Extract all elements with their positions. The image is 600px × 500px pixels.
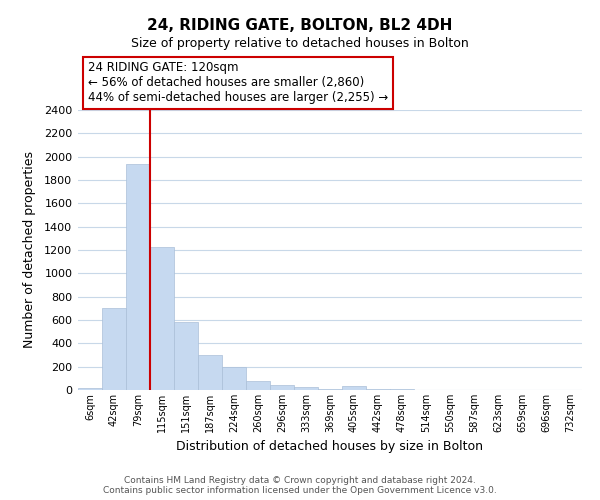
Bar [294,386,318,390]
Bar [78,388,102,390]
Text: Contains HM Land Registry data © Crown copyright and database right 2024.
Contai: Contains HM Land Registry data © Crown c… [103,476,497,495]
X-axis label: Distribution of detached houses by size in Bolton: Distribution of detached houses by size … [176,440,484,454]
Bar [246,380,270,390]
Bar [270,385,294,390]
Bar [222,366,246,390]
Bar [126,164,150,390]
Bar [150,246,174,390]
Bar [198,355,222,390]
Bar [390,389,414,390]
Bar [174,322,198,390]
Text: 24, RIDING GATE, BOLTON, BL2 4DH: 24, RIDING GATE, BOLTON, BL2 4DH [148,18,452,32]
Bar [342,386,366,390]
Text: Size of property relative to detached houses in Bolton: Size of property relative to detached ho… [131,38,469,51]
Y-axis label: Number of detached properties: Number of detached properties [23,152,36,348]
Bar [102,308,126,390]
Text: 24 RIDING GATE: 120sqm
← 56% of detached houses are smaller (2,860)
44% of semi-: 24 RIDING GATE: 120sqm ← 56% of detached… [88,62,388,104]
Bar [318,389,342,390]
